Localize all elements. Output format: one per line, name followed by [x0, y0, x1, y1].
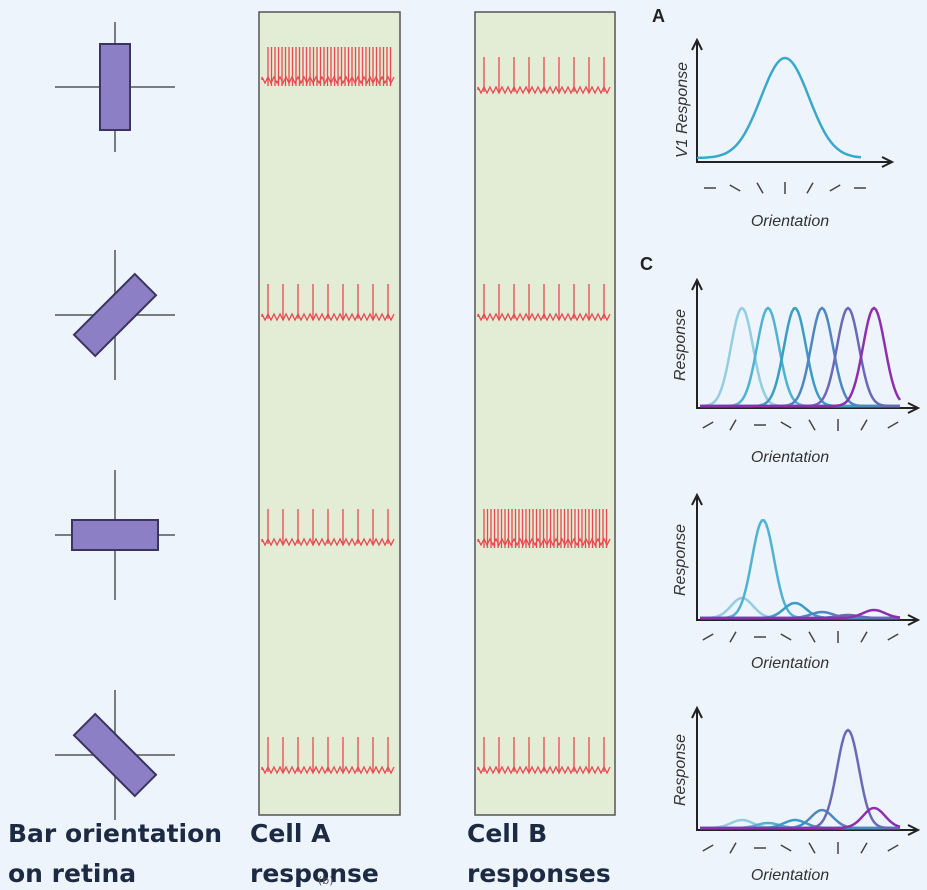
tuning-curve: [700, 806, 901, 830]
bars-label: Bar orientation: [8, 819, 222, 848]
bar-stimulus: [72, 272, 158, 358]
baseline: [261, 312, 395, 322]
orientation-tick: [702, 633, 714, 641]
axis: [696, 280, 918, 409]
x-axis-label: Orientation: [751, 213, 829, 230]
arrow: [691, 37, 703, 51]
cell-b-panel: [474, 11, 616, 816]
tuning-plots: [691, 37, 921, 854]
bar-icons: [55, 22, 175, 820]
orientation-tick: [806, 182, 814, 194]
spike-trains: [261, 47, 611, 775]
cell-a-label: Cell A: [250, 819, 331, 848]
y-axis-label: Response: [672, 734, 689, 806]
bar-stimulus: [71, 519, 159, 551]
arrow: [881, 156, 895, 168]
tuning-curve: [700, 306, 902, 408]
y-axis-label: Response: [672, 524, 689, 596]
cell-a-panel: [258, 11, 401, 816]
axis: [696, 495, 918, 621]
baseline: [477, 312, 611, 322]
baseline: [261, 765, 395, 775]
arrow: [691, 492, 703, 506]
baseline: [261, 537, 395, 547]
orientation-tick: [780, 421, 792, 429]
orientation-tick: [702, 421, 714, 429]
orientation-tick: [729, 631, 737, 643]
arrow: [907, 402, 921, 414]
orientation-tick: [729, 184, 741, 192]
bars-label: on retina: [8, 859, 136, 888]
y-axis-label: V1 Response: [674, 62, 691, 158]
baseline: [477, 85, 611, 95]
x-axis-label: Orientation: [751, 449, 829, 466]
orientation-tick: [887, 844, 899, 852]
arrow: [907, 824, 921, 836]
orientation-tick: [887, 421, 899, 429]
axis: [696, 40, 892, 163]
panel-label: C: [640, 254, 653, 274]
orientation-tick: [729, 842, 737, 854]
arrow: [691, 277, 703, 291]
orientation-tick: [756, 182, 764, 194]
figure-tag: (b): [318, 874, 334, 887]
panel-label: A: [652, 6, 665, 26]
cell-a-label: response: [250, 859, 379, 888]
orientation-tick: [887, 633, 899, 641]
orientation-tick: [702, 844, 714, 852]
cell-b-label: responses: [467, 859, 611, 888]
orientation-tick: [829, 184, 841, 192]
orientation-tick: [780, 844, 792, 852]
orientation-tick: [808, 419, 816, 431]
y-axis-label: Response: [672, 309, 689, 381]
arrow: [691, 705, 703, 719]
x-axis-label: Orientation: [751, 655, 829, 672]
orientation-tick: [729, 419, 737, 431]
tuning-curve: [700, 608, 901, 620]
cell-b-label: Cell B: [467, 819, 547, 848]
axis: [696, 708, 918, 831]
orientation-tick: [780, 633, 792, 641]
bar-stimulus: [72, 712, 158, 798]
tuning-curve: [696, 56, 862, 160]
baseline: [477, 765, 611, 775]
orientation-tick: [808, 631, 816, 643]
orientation-tick: [808, 842, 816, 854]
bar-stimulus: [99, 43, 131, 131]
arrow: [907, 614, 921, 626]
x-axis-label: Orientation: [751, 867, 829, 884]
orientation-tick: [860, 631, 868, 643]
orientation-tick: [860, 419, 868, 431]
orientation-tick: [860, 842, 868, 854]
